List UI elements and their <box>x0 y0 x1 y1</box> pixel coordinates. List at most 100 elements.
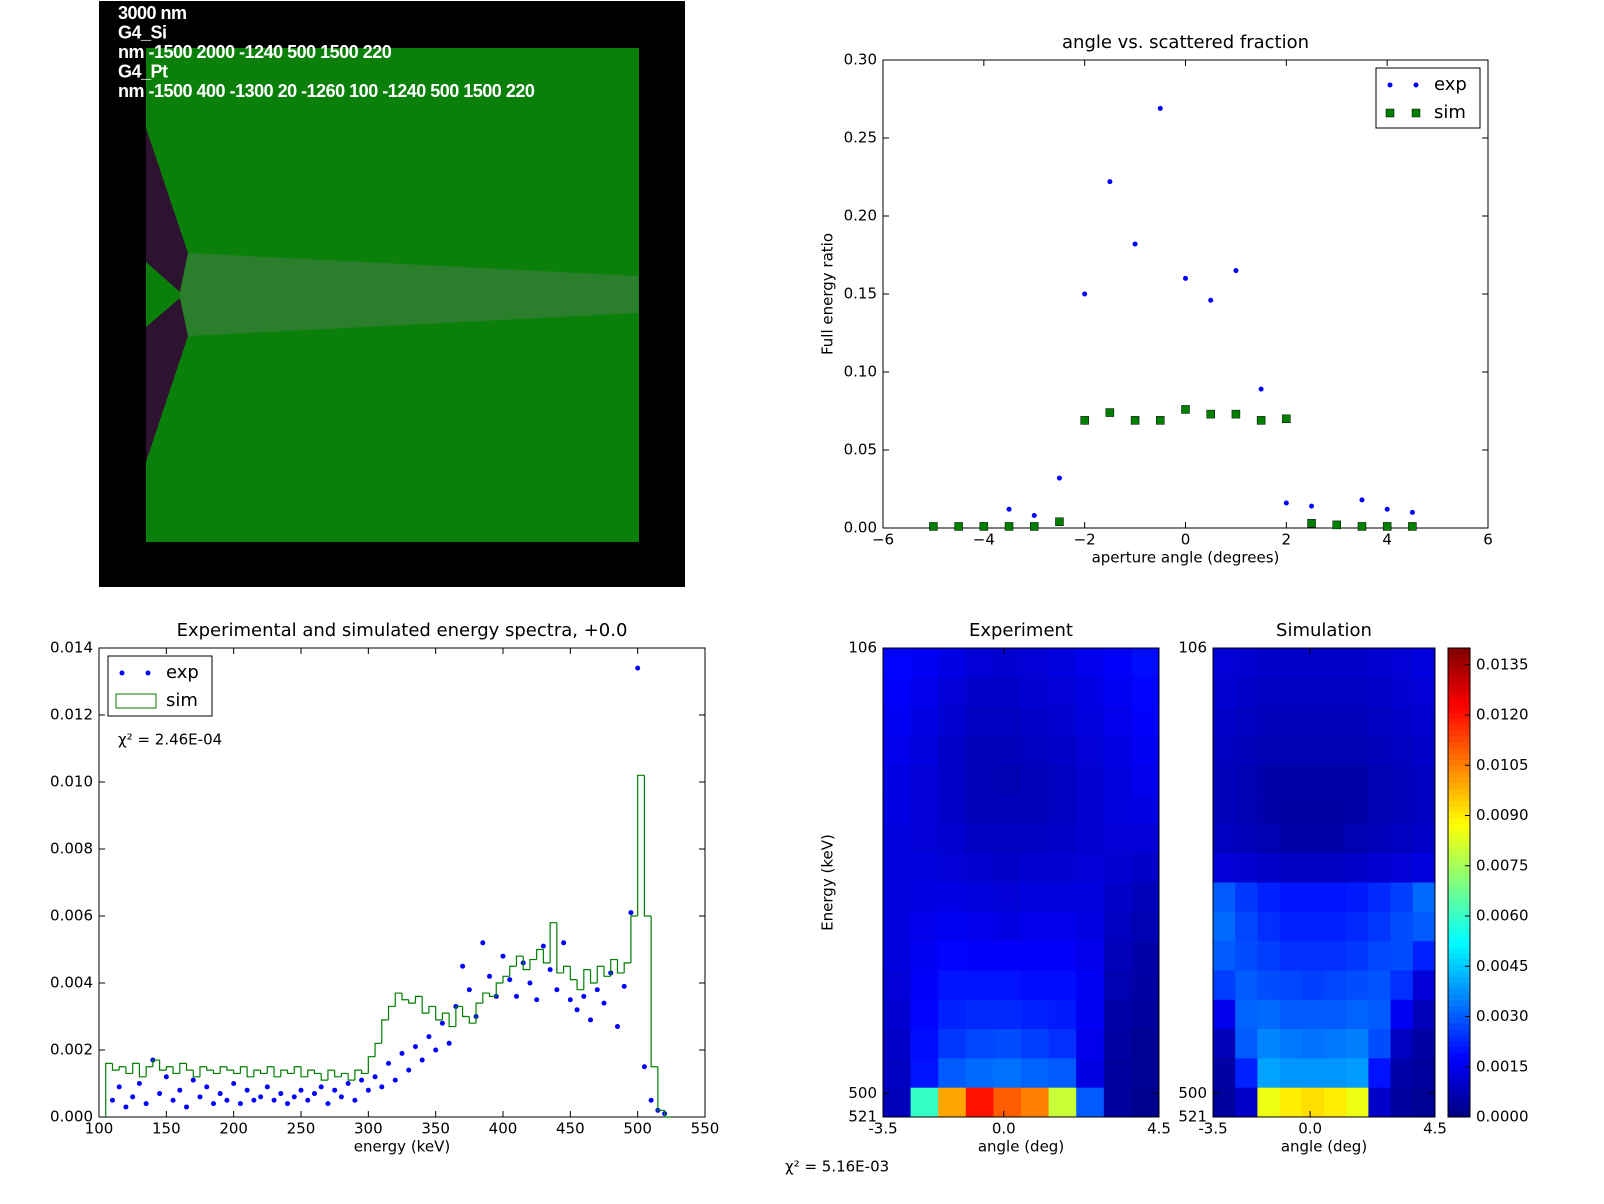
colorbar-strip <box>1448 970 1470 977</box>
chart-title: angle vs. scattered fraction <box>1062 32 1309 53</box>
heat-cell <box>1131 648 1160 678</box>
colorbar-strip <box>1448 788 1470 796</box>
heat-cell <box>1131 941 1160 971</box>
heat-cell <box>1048 882 1077 913</box>
histogram-step <box>603 966 611 977</box>
colorbar-strip <box>1448 1046 1470 1054</box>
heat-cell <box>1346 911 1369 942</box>
histogram-step <box>623 962 631 973</box>
heat-cell <box>1324 853 1347 883</box>
heat-cell <box>1346 648 1369 678</box>
heat-cell <box>1279 794 1303 825</box>
heat-cell <box>1213 1058 1236 1089</box>
heat-cell <box>938 1087 967 1118</box>
histogram-step <box>165 1066 174 1071</box>
histogram-step <box>219 1066 227 1074</box>
legend-label: sim <box>166 690 198 711</box>
heat-cell <box>883 1058 911 1089</box>
point <box>1080 416 1089 425</box>
colorbar-tick-label: 0.0030 <box>1476 1007 1529 1025</box>
point <box>1004 522 1014 531</box>
colorbar-strip <box>1448 841 1470 848</box>
heat-cell <box>1346 882 1369 913</box>
histogram-step <box>488 993 497 997</box>
histogram-step <box>536 948 544 960</box>
heat-cell <box>1412 648 1436 678</box>
heat-cell <box>910 706 939 737</box>
heat-cell <box>1324 1058 1347 1089</box>
heat-cell <box>1279 677 1303 708</box>
histogram-step <box>367 1056 376 1074</box>
heat-cell <box>1346 677 1369 708</box>
histogram-step <box>313 1070 322 1075</box>
heat-cell <box>1103 911 1132 942</box>
heat-cell <box>1346 1029 1369 1059</box>
point <box>123 1104 129 1110</box>
y-axis-label: Energy (keV) <box>819 834 837 931</box>
point <box>426 1034 432 1040</box>
x-tick-label: 200 <box>219 1120 248 1138</box>
heat-cell <box>1412 1029 1436 1059</box>
heat-cell <box>1076 765 1105 795</box>
heat-cell <box>883 677 911 708</box>
heat-cell <box>1301 735 1325 766</box>
histogram-step <box>239 1066 248 1074</box>
colorbar-strip <box>1448 876 1470 883</box>
colorbar-strip <box>1448 982 1470 989</box>
plot-frame <box>98 647 706 1118</box>
heat-cell <box>1390 941 1414 971</box>
point <box>601 1000 607 1006</box>
heat-cell <box>1324 999 1347 1030</box>
heat-cell <box>965 999 994 1030</box>
heat-cell <box>910 735 939 766</box>
heat-cell <box>1103 882 1132 913</box>
point <box>1382 522 1392 531</box>
heat-cell <box>1048 823 1077 854</box>
heat-cell <box>1021 941 1049 971</box>
point <box>311 1091 317 1097</box>
colorbar-strip <box>1448 653 1470 661</box>
heat-cell <box>1257 735 1280 766</box>
histogram-step <box>657 1066 665 1111</box>
heat-cell <box>1257 1058 1280 1089</box>
colorbar-strip <box>1448 712 1470 719</box>
heat-cell <box>1076 999 1105 1030</box>
colorbar-strip <box>1448 759 1470 766</box>
point <box>433 1047 439 1053</box>
heat-cell <box>1131 911 1160 942</box>
heat-cell <box>1076 1058 1105 1089</box>
point <box>1256 416 1266 425</box>
histogram-step <box>576 979 584 991</box>
heat-cell <box>965 970 994 1001</box>
point <box>1030 522 1039 531</box>
heat-cell <box>938 853 967 883</box>
histogram-step <box>105 1062 113 1117</box>
point <box>1307 519 1316 528</box>
histogram-step <box>408 999 416 1004</box>
heat-cell <box>1368 941 1391 971</box>
colorbar-strip <box>1448 1093 1470 1100</box>
heat-cell <box>1346 970 1369 1001</box>
histogram-step <box>280 1069 288 1077</box>
heat-cell <box>1235 706 1258 737</box>
colorbar-strip <box>1448 847 1470 854</box>
x-tick-label: 250 <box>287 1120 316 1138</box>
heat-cell <box>1076 1029 1105 1059</box>
point <box>1132 241 1138 247</box>
legend-swatch <box>115 693 157 709</box>
heat-cell <box>1346 941 1369 971</box>
histogram-step <box>616 959 625 974</box>
point <box>244 1087 250 1093</box>
colorbar-tick-label: 0.0075 <box>1476 856 1529 874</box>
heat-cell <box>1235 823 1258 854</box>
heat-cell <box>910 794 939 825</box>
heat-cell <box>1368 706 1391 737</box>
heat-cell <box>965 765 994 795</box>
heat-cell <box>910 941 939 971</box>
heat-cell <box>1103 999 1132 1030</box>
heat-cell <box>1346 823 1369 854</box>
heat-cell <box>1368 853 1391 883</box>
heat-cell <box>1103 794 1132 825</box>
x-axis-label: aperture angle (degrees) <box>1092 549 1280 567</box>
point <box>278 1091 284 1097</box>
